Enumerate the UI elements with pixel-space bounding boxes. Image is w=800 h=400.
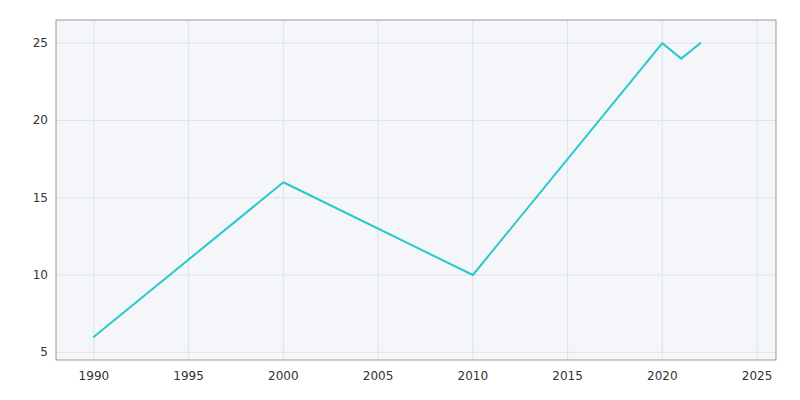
data-group — [94, 43, 700, 337]
x-tick-label: 2020 — [647, 369, 678, 383]
x-tick-label: 1995 — [173, 369, 204, 383]
plot-background — [56, 20, 776, 360]
grid — [56, 20, 776, 360]
x-tick-label: 2015 — [552, 369, 583, 383]
x-tick-label: 1990 — [79, 369, 110, 383]
axes: 1990199520002005201020152020202551015202… — [33, 36, 773, 383]
x-grid-line — [188, 20, 189, 360]
x-grid-line — [378, 20, 379, 360]
y-grid-line — [56, 43, 776, 44]
y-tick-label: 10 — [33, 268, 48, 282]
y-tick-label: 25 — [33, 36, 48, 50]
x-tick-label: 2025 — [742, 369, 773, 383]
y-grid-line — [56, 120, 776, 121]
y-tick-label: 5 — [40, 345, 48, 359]
y-grid-line — [56, 275, 776, 276]
x-tick-label: 2000 — [268, 369, 299, 383]
x-tick-label: 2010 — [458, 369, 489, 383]
x-tick-label: 2005 — [363, 369, 394, 383]
x-grid-line — [283, 20, 284, 360]
x-grid-line — [93, 20, 94, 360]
y-tick-label: 15 — [33, 191, 48, 205]
chart-svg: 1990199520002005201020152020202551015202… — [0, 0, 800, 400]
data-line — [94, 43, 700, 337]
y-grid-line — [56, 197, 776, 198]
x-grid-line — [757, 20, 758, 360]
x-grid-line — [472, 20, 473, 360]
y-tick-label: 20 — [33, 113, 48, 127]
x-grid-line — [567, 20, 568, 360]
chart-container: 1990199520002005201020152020202551015202… — [0, 0, 800, 400]
plot-frame — [56, 20, 776, 360]
x-grid-line — [662, 20, 663, 360]
y-grid-line — [56, 352, 776, 353]
